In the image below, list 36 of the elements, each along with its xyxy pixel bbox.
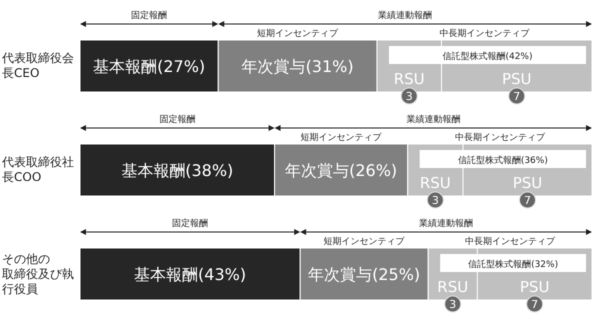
text: 短期インセンティブ <box>324 237 405 247</box>
text: RSU <box>437 278 468 296</box>
text: 7 <box>524 194 531 207</box>
annotation: 業績連動報酬 <box>378 10 432 21</box>
text: 固定報酬 <box>159 115 196 125</box>
data-label: 基本報酬(43%) <box>134 265 246 284</box>
data-label: 基本報酬(27%) <box>93 57 206 76</box>
text: 3 <box>449 298 456 311</box>
annotation: 3 <box>406 90 413 103</box>
text: RSU <box>420 174 451 192</box>
data-label: 年次賞与(31%) <box>242 57 354 76</box>
text: 7 <box>531 298 538 311</box>
data-label: 基本報酬(38%) <box>121 161 234 180</box>
annotation: PSU <box>502 70 532 88</box>
text: PSU <box>512 174 542 192</box>
data-label: 年次賞与(25%) <box>308 265 420 284</box>
y-tick-label: その他の取締役及び執行役員 <box>2 252 75 296</box>
data-label: 信託型株式報酬(32%) <box>468 259 558 270</box>
annotation: 固定報酬 <box>131 10 168 21</box>
annotation: 中長期インセンティブ <box>439 28 530 39</box>
text: 業績連動報酬 <box>419 219 474 229</box>
text: 短期インセンティブ <box>300 133 382 143</box>
text: 中長期インセンティブ <box>454 133 545 143</box>
data-label: 年次賞与(26%) <box>285 161 398 180</box>
y-tick-label: 代表取締役社長COO <box>2 155 75 185</box>
annotation: RSU <box>394 70 425 88</box>
text: 3 <box>432 194 439 207</box>
text: PSU <box>520 278 550 296</box>
data-label: 信託型株式報酬(42%) <box>442 51 532 62</box>
text: 中長期インセンティブ <box>465 237 556 247</box>
data-label: 信託型株式報酬(36%) <box>458 155 548 166</box>
y-tick-label: 代表取締役会長CEO <box>2 51 75 81</box>
text: 業績連動報酬 <box>406 115 460 125</box>
annotation: 7 <box>513 90 520 103</box>
annotation: 短期インセンティブ <box>257 28 340 39</box>
text: 固定報酬 <box>172 219 208 229</box>
